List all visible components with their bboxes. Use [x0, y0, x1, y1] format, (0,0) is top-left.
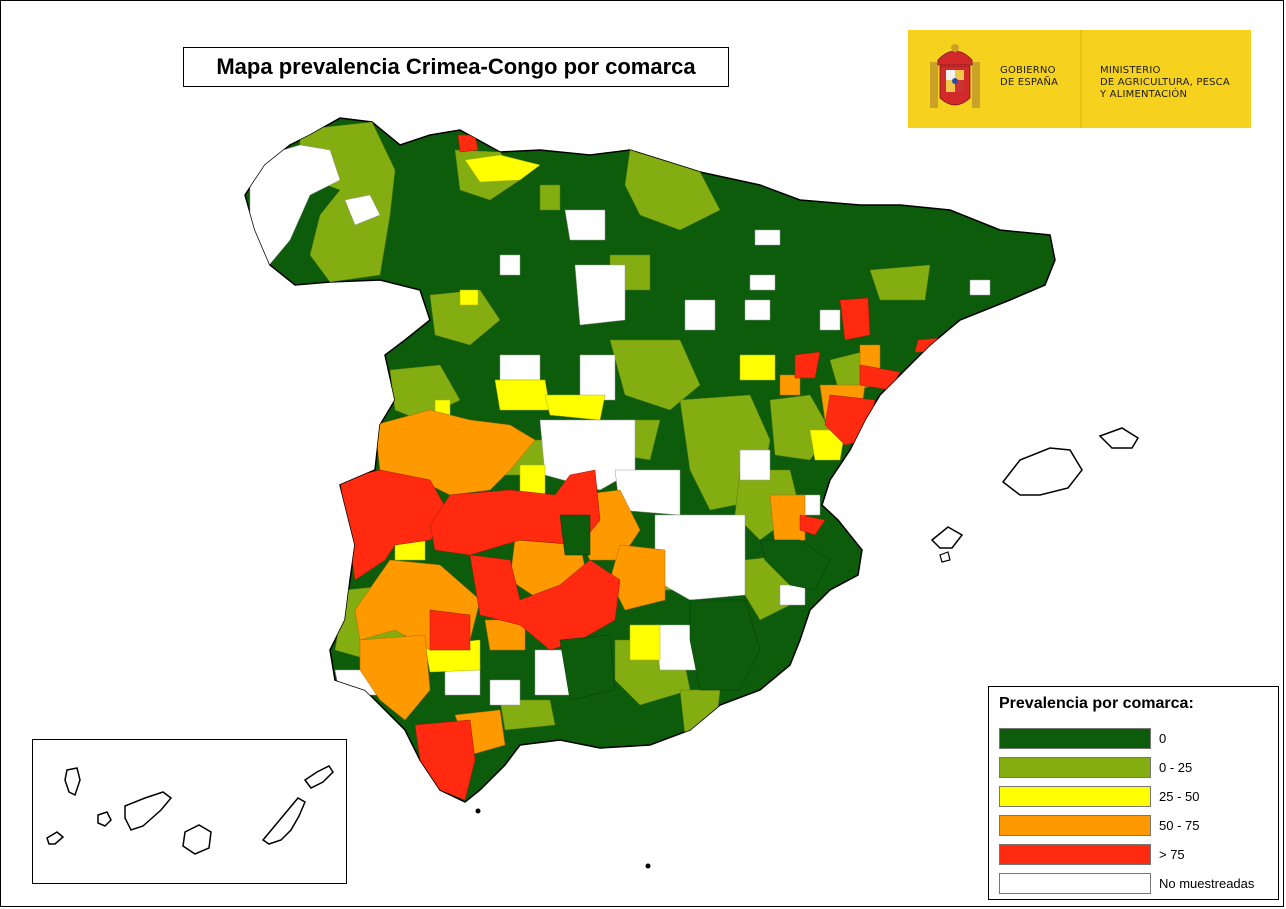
region-almeria-green [689, 599, 761, 691]
canary-islands-map [46, 765, 334, 855]
legend-swatch [999, 815, 1151, 836]
ministry-line-3: Y ALIMENTACIÓN [1100, 89, 1188, 100]
region-valladolid-white [574, 264, 626, 326]
region-coruna-white [344, 194, 381, 226]
legend-swatch [999, 844, 1151, 865]
region-aragon-orange [779, 374, 801, 396]
la-gomera [97, 811, 112, 827]
region-cordoba-red [429, 609, 471, 651]
region-girona-white [969, 279, 991, 296]
region-cantabria-lightgreen [624, 149, 721, 231]
region-soria-white [684, 299, 716, 331]
region-cuenca-white [739, 449, 771, 481]
region-malaga-white [489, 679, 521, 706]
legend-swatch [999, 873, 1151, 894]
region-jaen-yellow [629, 624, 661, 661]
legend-label: > 75 [1159, 847, 1185, 862]
region-lleida-white [819, 309, 841, 331]
el-hierro [46, 831, 65, 845]
region-navarra-white [754, 229, 781, 246]
region-avila-yellow [544, 394, 606, 421]
region-albacete-white [654, 514, 746, 601]
region-murcia-white [779, 584, 806, 606]
legend-swatch [999, 757, 1151, 778]
regions-no-sampled [249, 144, 991, 749]
iberian-peninsula [244, 117, 1140, 869]
regions-over-75 [339, 134, 941, 801]
region-burgos-white [564, 209, 606, 241]
la-palma [64, 767, 81, 797]
government-line-2: DE ESPAÑA [1000, 77, 1059, 88]
region-lleida-red [839, 297, 871, 341]
government-line-1: GOBIERNO [1000, 65, 1056, 76]
region-asturias-yellow [464, 154, 541, 183]
canary-islands-inset [32, 739, 347, 884]
region-salamanca-white [499, 354, 541, 381]
region-valencia-red [799, 514, 826, 536]
legend-item: > 75 [999, 844, 1269, 866]
legend-item: No muestreadas [999, 873, 1269, 895]
ceuta [475, 808, 481, 814]
legend-swatch [999, 786, 1151, 807]
legend-item: 0 - 25 [999, 757, 1269, 779]
legend-label: 50 - 75 [1159, 818, 1200, 833]
region-zaragoza-white [749, 274, 776, 291]
coat-of-arms-icon [930, 44, 980, 108]
legend-label: 25 - 50 [1159, 789, 1200, 804]
region-murcia-green [759, 539, 831, 591]
region-valencia-orange [769, 494, 806, 546]
region-zaragoza-yellow [739, 354, 776, 381]
mallorca [1001, 447, 1083, 496]
ibiza [930, 526, 964, 549]
legend-swatch [999, 728, 1151, 749]
legend-label: 0 - 25 [1159, 760, 1193, 775]
region-ciudadreal-red [469, 554, 621, 651]
map-title: Mapa prevalencia Crimea-Congo por comarc… [183, 47, 729, 87]
legend-title: Prevalencia por comarca: [999, 695, 1194, 712]
region-soria-lightgreen [609, 339, 701, 411]
region-zaragoza-red [794, 351, 821, 379]
government-banner: GOBIERNO DE ESPAÑA MINISTERIO DE AGRICUL… [908, 30, 1251, 128]
legend-label: No muestreadas [1159, 876, 1255, 891]
menorca [1098, 427, 1140, 449]
region-burgos-lightgreen [539, 184, 561, 211]
region-salamanca-yellow [494, 379, 551, 411]
legend-item: 0 [999, 728, 1269, 750]
formentera [939, 551, 951, 563]
region-malaga-lightgreen [499, 699, 556, 731]
tenerife [124, 791, 173, 831]
legend-item: 50 - 75 [999, 815, 1269, 837]
region-cordoba-orange [359, 634, 431, 721]
region-aragon-lightgreen [869, 264, 931, 301]
legend-label: 0 [1159, 731, 1167, 746]
region-segovia-white [579, 354, 616, 401]
government-banner-background [908, 30, 1251, 128]
fuerteventura [261, 797, 306, 845]
region-leon-white [499, 254, 521, 276]
ministry-line-1: MINISTERIO [1100, 65, 1161, 76]
legend-item: 25 - 50 [999, 786, 1269, 808]
gran-canaria [182, 824, 212, 855]
region-extremadura-red [339, 469, 451, 581]
region-cadiz-red [414, 719, 476, 801]
region-granada-green [559, 634, 616, 701]
region-toledo-green [559, 514, 591, 556]
regions-zero-overlay [559, 514, 831, 701]
region-zaragoza2-white [744, 299, 771, 321]
region-caceres-yellow [519, 464, 546, 496]
region-granada-lightgreen [679, 689, 721, 736]
map-legend: Prevalencia por comarca: 0 0 - 25 25 - 5… [988, 686, 1279, 900]
melilla [645, 863, 651, 869]
region-leon-yellow [459, 289, 479, 306]
ministry-line-2: DE AGRICULTURA, PESCA [1100, 77, 1230, 88]
lanzarote [303, 765, 334, 789]
